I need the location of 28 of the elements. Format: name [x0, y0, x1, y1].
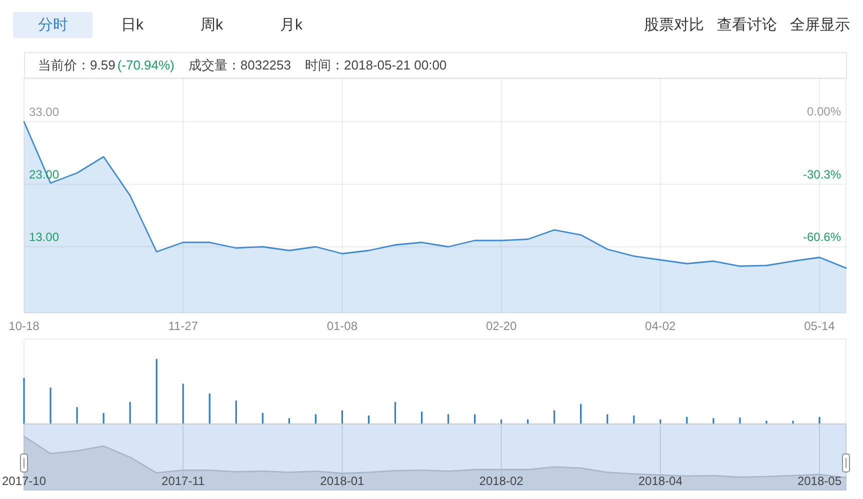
- text: 周k: [200, 16, 224, 34]
- x-tick-label: 01-08: [326, 319, 358, 333]
- x-tick-label: 2017-11: [162, 474, 205, 488]
- y2-tick-label: -60.6%: [802, 230, 842, 244]
- text: 成交量：8032253: [188, 58, 292, 72]
- text: 查看讨论: [717, 16, 777, 34]
- y2-tick-label: 0.00%: [806, 104, 842, 119]
- x-tick-label: 2018-02: [479, 474, 524, 488]
- text: 当前价：9.59: [38, 58, 116, 72]
- x-tick-label: 2018-04: [638, 474, 683, 488]
- text: (-70.94%): [117, 58, 174, 72]
- x-tick-label: 11-27: [168, 319, 198, 333]
- text: 全屏显示: [790, 16, 850, 34]
- x-tick-label: 2018-05: [797, 474, 842, 488]
- x-tick-label: 02-20: [486, 319, 517, 333]
- text: 时间：2018-05-21 00:00: [305, 58, 447, 72]
- text: 分时: [38, 16, 68, 34]
- y-tick-label: 13.00: [29, 230, 60, 244]
- text: 日k: [121, 16, 144, 34]
- text: 月k: [280, 16, 303, 34]
- x-tick-label: 2018-01: [320, 474, 365, 488]
- x-tick-label: 10-18: [8, 319, 40, 333]
- y-tick-label: 33.00: [29, 104, 60, 119]
- x-tick-label: 04-02: [645, 319, 676, 333]
- text: 股票对比: [644, 16, 704, 34]
- x-tick-label: 2017-10: [2, 474, 46, 488]
- x-tick-label: 05-14: [804, 319, 836, 333]
- y2-tick-label: -30.3%: [802, 167, 842, 182]
